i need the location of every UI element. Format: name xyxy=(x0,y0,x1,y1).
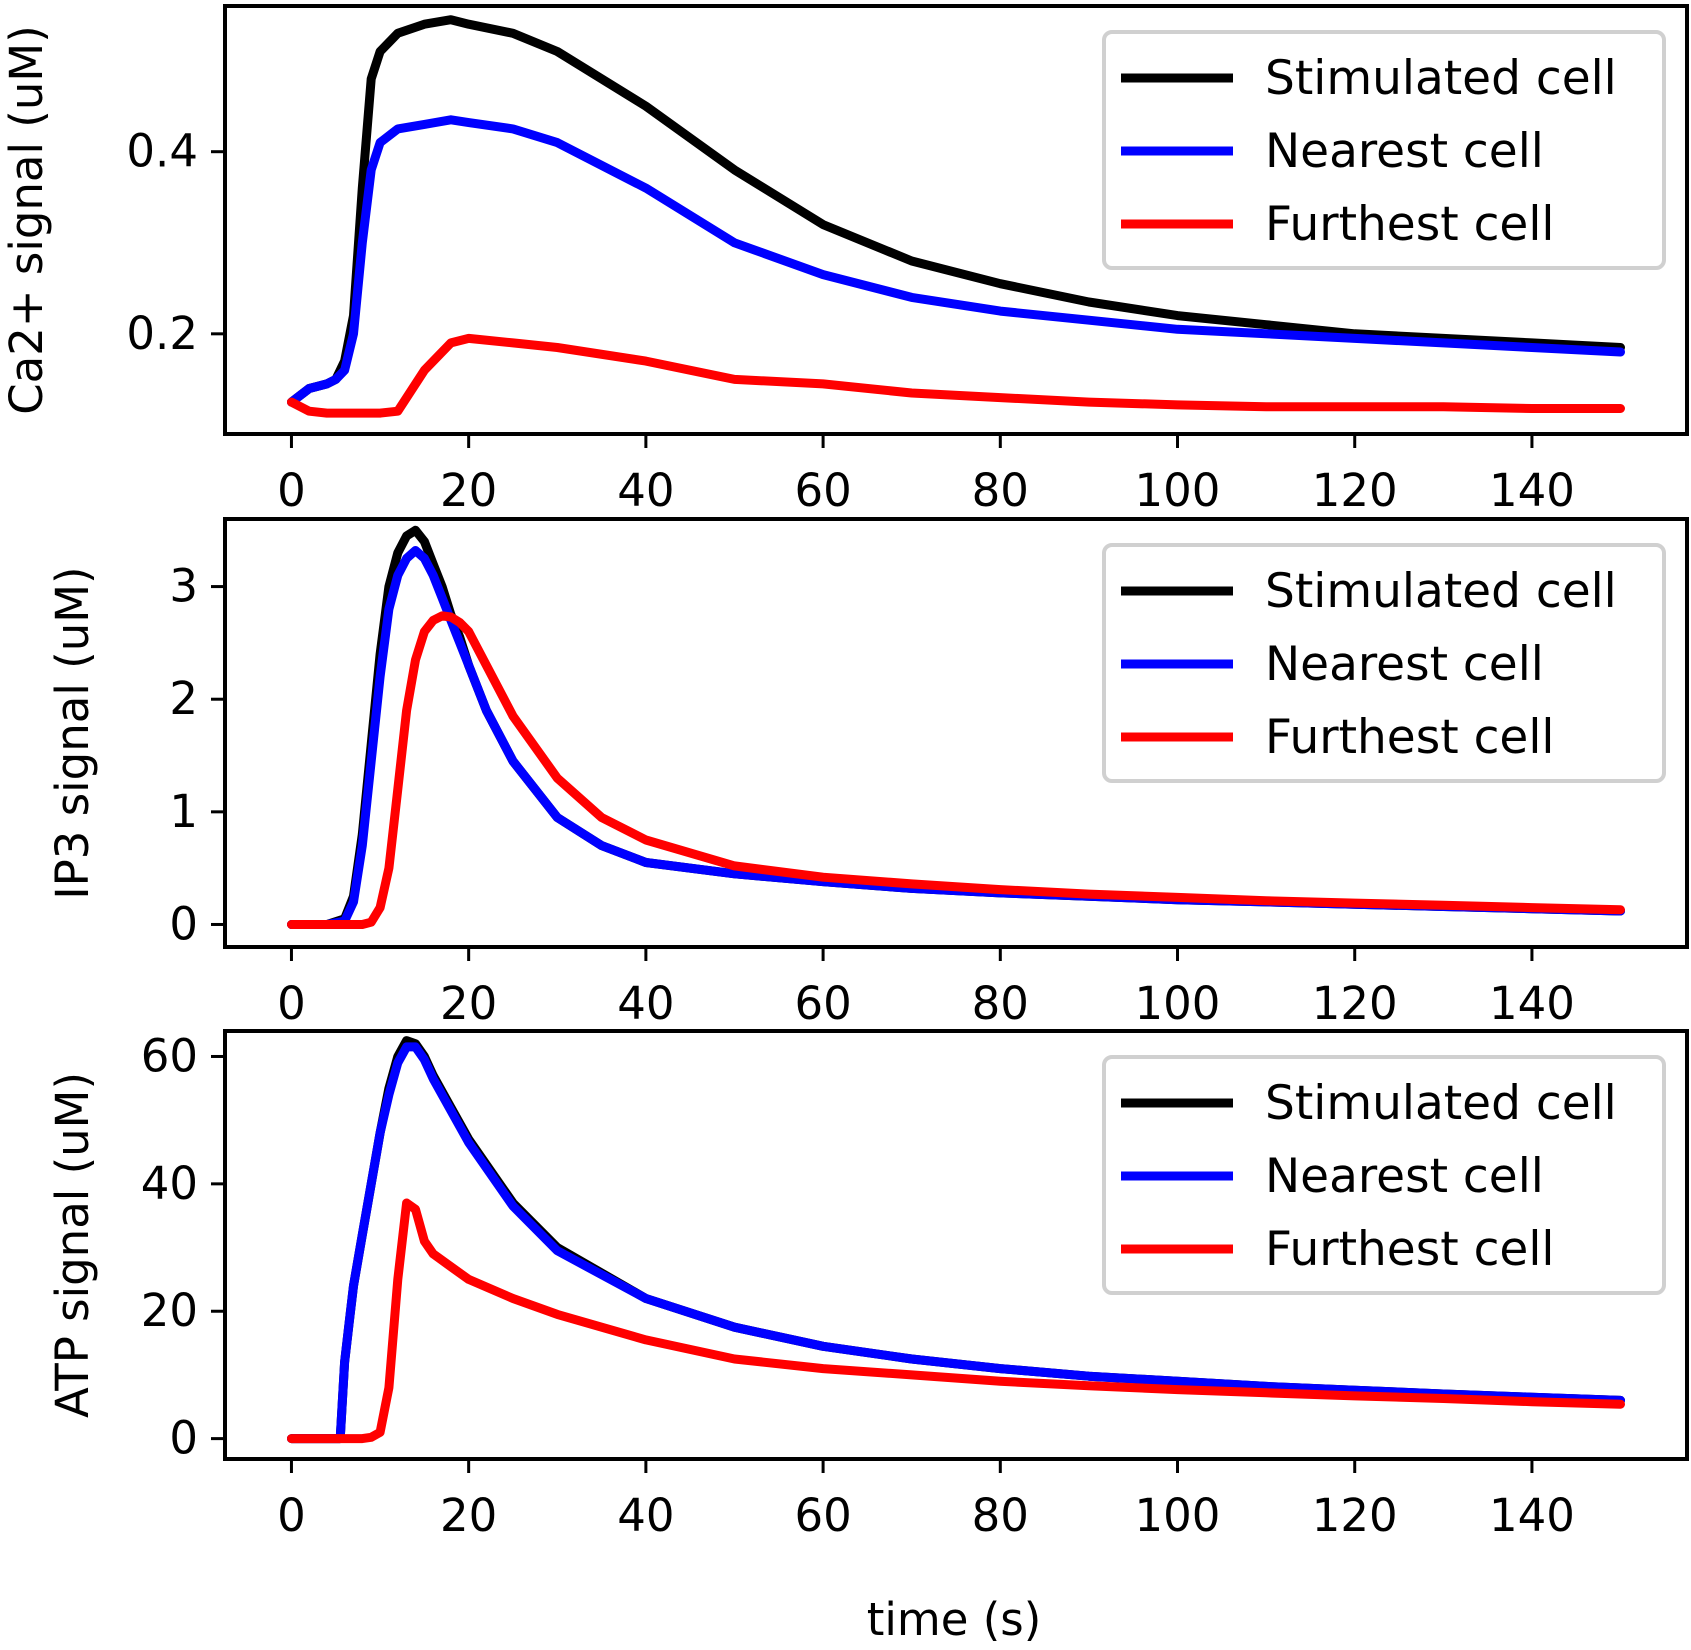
y-axis-label: Ca2+ signal (uM) xyxy=(0,25,53,415)
y-tick-label: 40 xyxy=(141,1157,198,1210)
x-tick-label: 60 xyxy=(794,977,851,1030)
y-tick-label: 1 xyxy=(169,785,198,838)
y-tick-label: 0.4 xyxy=(126,125,198,178)
x-tick-label: 60 xyxy=(794,1489,851,1542)
x-tick-label: 0 xyxy=(277,1489,306,1542)
series-lines xyxy=(287,15,1625,418)
x-tick-label: 0 xyxy=(277,464,306,517)
y-tick-label: 0 xyxy=(169,897,198,950)
legend: Stimulated cell Nearest cell Furthest cell xyxy=(1102,30,1666,270)
legend: Stimulated cell Nearest cell Furthest cell xyxy=(1102,543,1666,783)
series-line-3 xyxy=(287,1198,1625,1444)
y-tick-label: 2 xyxy=(169,672,198,725)
chart-panel-1: 0 20 40 60 80 100 120 140 0.2 0.4 Ca2+ signal (uM)… xyxy=(0,4,1689,517)
legend-label-2: Nearest cell xyxy=(1265,637,1544,692)
chart-panel-3: 0 20 40 60 80 100 120 140 0 20 40 60 ATP signal (uM)… xyxy=(46,1029,1689,1542)
x-tick-label: 60 xyxy=(794,464,851,517)
y-tick-label: 60 xyxy=(141,1029,198,1082)
y-axis-label: ATP signal (uM) xyxy=(46,1072,99,1418)
y-axis-label: IP3 signal (uM) xyxy=(46,566,99,899)
x-tick-label: 40 xyxy=(617,464,674,517)
y-tick-label: 3 xyxy=(169,560,198,613)
x-tick-label: 0 xyxy=(277,977,306,1030)
x-tick-label: 120 xyxy=(1312,977,1398,1030)
x-tick-label: 100 xyxy=(1135,1489,1221,1542)
y-tick-label: 0 xyxy=(169,1412,198,1465)
x-tick-label: 80 xyxy=(972,1489,1029,1542)
series-lines xyxy=(287,525,1625,929)
legend-label-1: Stimulated cell xyxy=(1265,564,1617,619)
axes-frame xyxy=(223,517,1689,949)
series-lines xyxy=(287,1036,1625,1444)
x-tick-label: 80 xyxy=(972,464,1029,517)
x-tick-label: 100 xyxy=(1135,977,1221,1030)
x-tick-label: 140 xyxy=(1489,464,1575,517)
legend: Stimulated cell Nearest cell Furthest cell xyxy=(1102,1055,1666,1295)
axes-frame xyxy=(223,4,1689,436)
x-tick-label: 20 xyxy=(440,464,497,517)
legend-label-3: Furthest cell xyxy=(1265,1222,1554,1277)
legend-label-1: Stimulated cell xyxy=(1265,51,1617,106)
legend-label-2: Nearest cell xyxy=(1265,1149,1544,1204)
legend-label-2: Nearest cell xyxy=(1265,124,1544,179)
legend-box xyxy=(1102,30,1666,270)
y-tick-label: 20 xyxy=(141,1284,198,1337)
legend-label-3: Furthest cell xyxy=(1265,710,1554,765)
chart-panel-2: 0 20 40 60 80 100 120 140 0 1 2 3 IP3 signal (uM) Sti… xyxy=(46,517,1689,1030)
axes-frame xyxy=(223,1029,1689,1461)
series-line-2 xyxy=(287,1042,1625,1444)
series-line-3 xyxy=(287,333,1625,418)
x-tick-label: 20 xyxy=(440,977,497,1030)
x-tick-label: 20 xyxy=(440,1489,497,1542)
x-tick-label: 140 xyxy=(1489,1489,1575,1542)
x-tick-label: 120 xyxy=(1312,464,1398,517)
x-tick-label: 80 xyxy=(972,977,1029,1030)
legend-label-1: Stimulated cell xyxy=(1265,1076,1617,1131)
y-tick-label: 0.2 xyxy=(126,307,198,360)
legend-box xyxy=(1102,543,1666,783)
series-line-3 xyxy=(287,611,1625,929)
x-tick-label: 100 xyxy=(1135,464,1221,517)
series-line-2 xyxy=(287,115,1625,407)
x-tick-label: 120 xyxy=(1312,1489,1398,1542)
x-axis-label: time (s) xyxy=(867,1593,1042,1646)
legend-label-3: Furthest cell xyxy=(1265,197,1554,252)
x-tick-label: 140 xyxy=(1489,977,1575,1030)
legend-box xyxy=(1102,1055,1666,1295)
x-tick-label: 40 xyxy=(617,977,674,1030)
x-tick-label: 40 xyxy=(617,1489,674,1542)
